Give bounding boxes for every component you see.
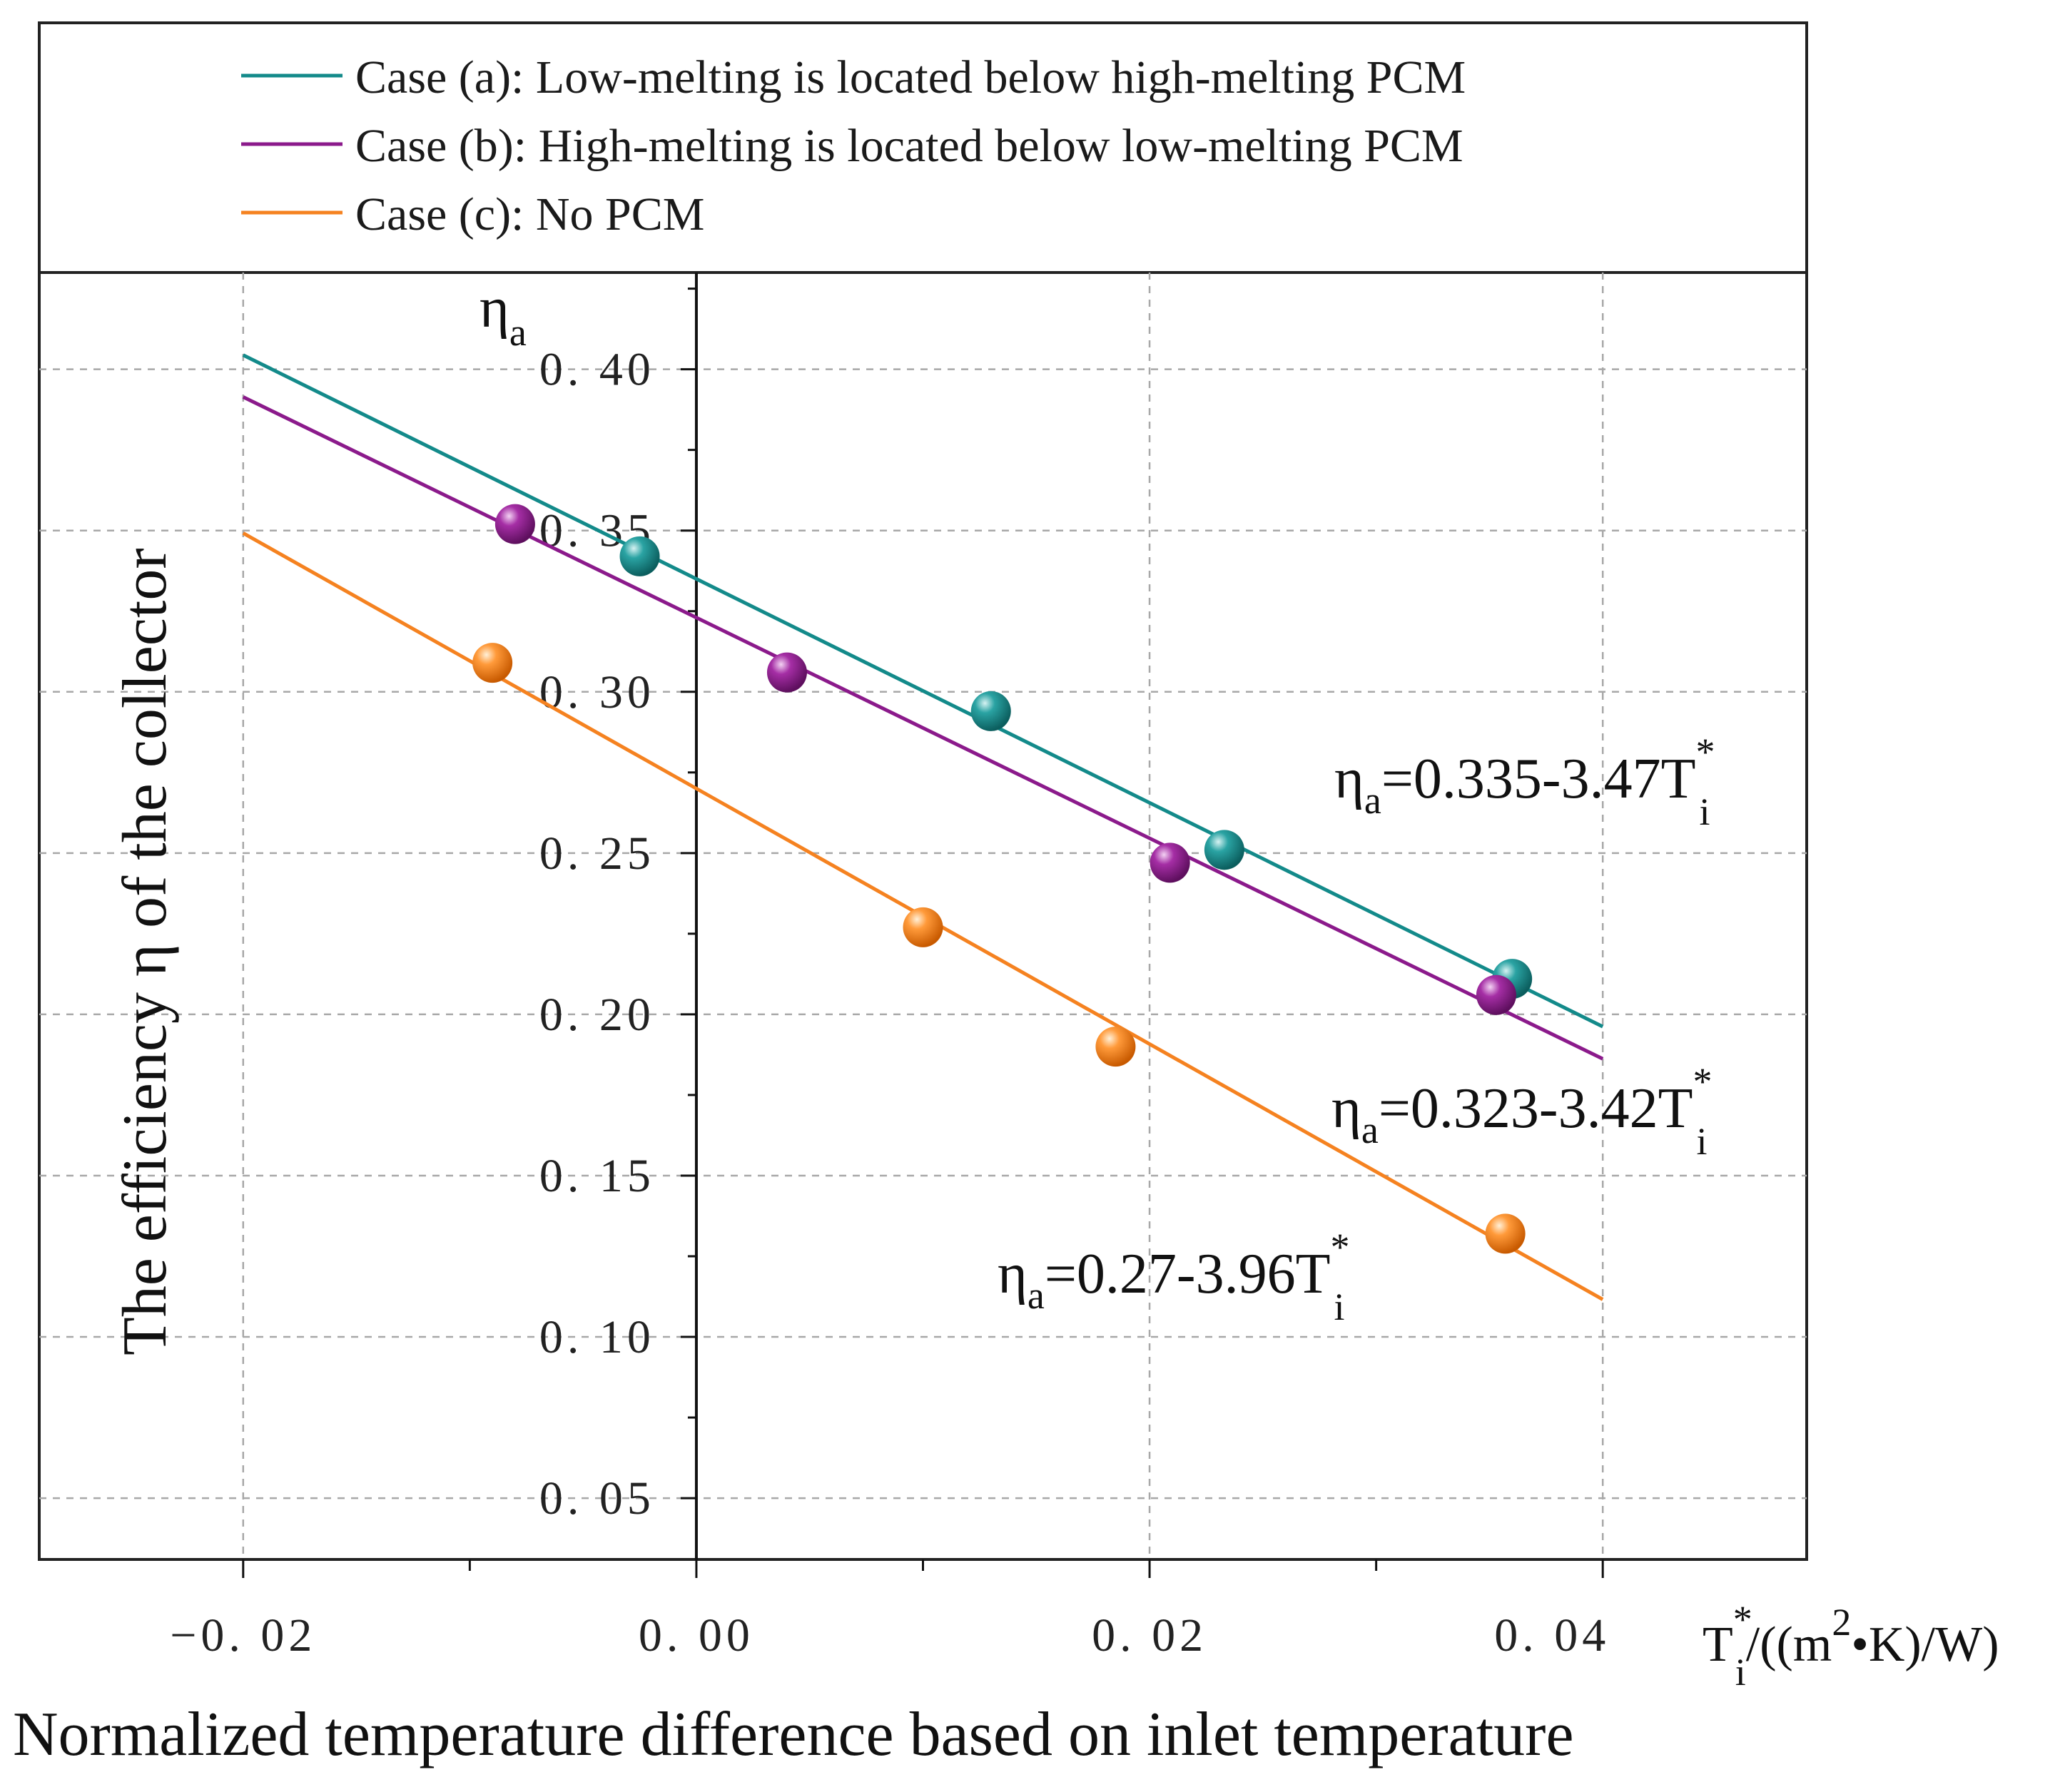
y-tick-label: 0. 10 (539, 1311, 655, 1363)
x-tick-label: −0. 02 (170, 1609, 316, 1661)
data-point-case-b (766, 652, 807, 693)
data-point-case-b (494, 504, 535, 544)
fit-lines (242, 353, 1604, 1301)
x-tick-label: 0. 02 (1092, 1609, 1207, 1661)
fit-line-case-a (242, 353, 1604, 1029)
data-point-case-c (903, 907, 943, 947)
x-tick-label: 0. 04 (1494, 1609, 1610, 1661)
x-axis-title: Normalized temperature difference based … (13, 1700, 1574, 1769)
y-axis-title: The efficiency η of the collector (111, 548, 180, 1355)
data-point-case-c (1095, 1027, 1136, 1067)
y-tick-label: 0. 40 (539, 344, 655, 396)
equation-case-a: ηa=0.335-3.47T* i (1334, 730, 1715, 833)
y-tick-label: 0. 25 (539, 828, 655, 880)
x-axis-unit: T* i/((m2•K)/W) (1703, 1598, 1999, 1694)
data-point-case-a (619, 536, 660, 576)
data-point-case-c (472, 643, 513, 683)
fit-line-case-b (242, 395, 1604, 1061)
equation-case-c: ηa=0.27-3.96T* i (998, 1226, 1349, 1328)
data-point-case-a (970, 691, 1011, 731)
legend-label-case-c: Case (c): No PCM (355, 188, 704, 240)
y-tick-label: 0. 05 (539, 1472, 655, 1524)
equation-case-b: ηa=0.323-3.42T* i (1331, 1060, 1712, 1163)
inner-y-axis-label: ηa (480, 277, 527, 354)
data-point-case-b (1476, 974, 1516, 1015)
legend: Case (a): Low-melting is located below h… (241, 51, 1466, 240)
legend-label-case-a: Case (a): Low-melting is located below h… (355, 51, 1466, 103)
legend-label-case-b: Case (b): High-melting is located below … (355, 120, 1463, 172)
data-point-case-c (1485, 1213, 1526, 1254)
y-tick-label: 0. 20 (539, 989, 655, 1041)
x-tick-label: 0. 00 (639, 1609, 754, 1661)
y-tick-label: 0. 15 (539, 1150, 655, 1202)
data-points (472, 504, 1533, 1254)
data-point-case-b (1150, 842, 1190, 883)
axes: 0. 050. 100. 150. 200. 250. 300. 350. 40… (170, 273, 1610, 1661)
data-point-case-a (1204, 830, 1244, 870)
